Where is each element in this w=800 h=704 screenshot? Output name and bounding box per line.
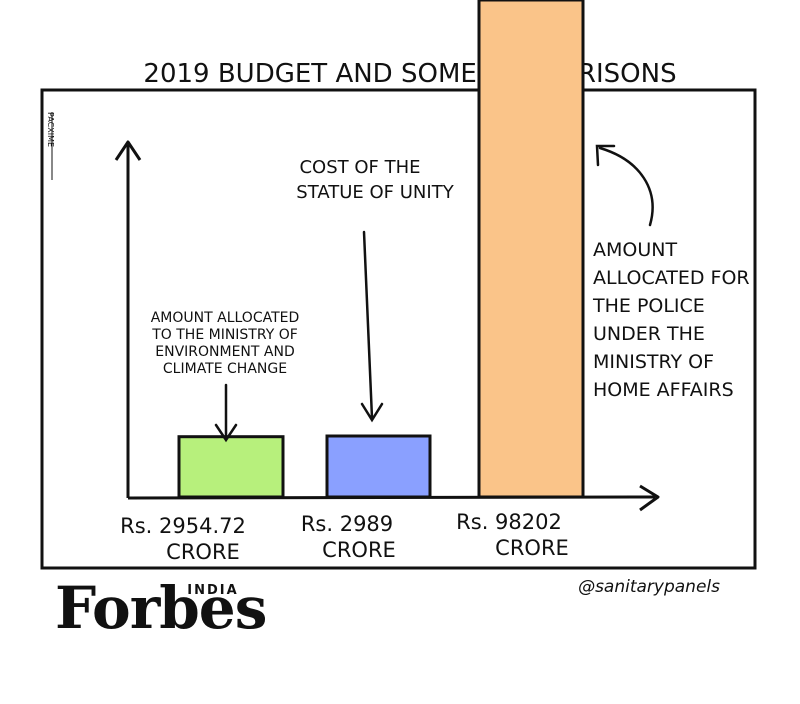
x-axis bbox=[127, 495, 656, 500]
annotation-statue: COST OF THE STATUE OF UNITY bbox=[296, 157, 455, 423]
annotation-line: ALLOCATED FOR bbox=[593, 267, 750, 289]
x-axis-arrowhead bbox=[639, 484, 660, 512]
annotation-line: AMOUNT ALLOCATED bbox=[151, 310, 300, 326]
bar-police bbox=[477, 0, 585, 499]
annotation-arrow bbox=[595, 144, 654, 227]
annotation-line: THE POLICE bbox=[592, 295, 705, 317]
bar-labels: Rs. 2954.72 CRORE Rs. 2989 CRORE Rs. 982… bbox=[120, 510, 569, 564]
bars-group bbox=[177, 0, 585, 499]
annotation-line: AMOUNT bbox=[593, 239, 677, 261]
annotation-line: HOME AFFAIRS bbox=[593, 379, 734, 401]
annotation-police: AMOUNT ALLOCATED FOR THE POLICE UNDER TH… bbox=[592, 144, 750, 401]
bar-label-police-amount: Rs. 98202 bbox=[456, 510, 562, 534]
annotation-arrow bbox=[214, 383, 238, 443]
bar-label-environment-unit: CRORE bbox=[166, 540, 240, 564]
bar-label-police-unit: CRORE bbox=[495, 536, 569, 560]
annotation-arrow bbox=[360, 230, 384, 423]
annotation-line: TO THE MINISTRY OF bbox=[151, 327, 298, 343]
logo-word: Forbes bbox=[55, 574, 266, 642]
bar-label-statue-unit: CRORE bbox=[322, 538, 396, 562]
annotation-line: CLIMATE CHANGE bbox=[163, 361, 287, 377]
annotation-line: UNDER THE bbox=[593, 323, 705, 345]
annotation-line: ENVIRONMENT AND bbox=[155, 344, 294, 360]
side-mark: PACXIME bbox=[46, 112, 55, 147]
chart-title: 2019 BUDGET AND SOME COMPARISONS bbox=[143, 59, 676, 89]
forbes-india-logo: INDIA Forbes bbox=[55, 574, 267, 642]
bar-label-statue-amount: Rs. 2989 bbox=[301, 512, 393, 536]
bar-label-environment-amount: Rs. 2954.72 bbox=[120, 514, 246, 538]
chart-frame bbox=[40, 88, 757, 570]
logo-sub: INDIA bbox=[187, 583, 238, 598]
bar-environment bbox=[177, 435, 285, 499]
annotation-line: MINISTRY OF bbox=[593, 351, 714, 373]
annotation-line: STATUE OF UNITY bbox=[296, 182, 454, 203]
artist-credit: @sanitarypanels bbox=[578, 577, 720, 597]
annotation-line: COST OF THE bbox=[299, 157, 420, 178]
y-axis-arrowhead bbox=[114, 140, 142, 161]
annotation-environment: AMOUNT ALLOCATED TO THE MINISTRY OF ENVI… bbox=[151, 310, 300, 443]
bar-statue-of-unity bbox=[325, 434, 432, 499]
